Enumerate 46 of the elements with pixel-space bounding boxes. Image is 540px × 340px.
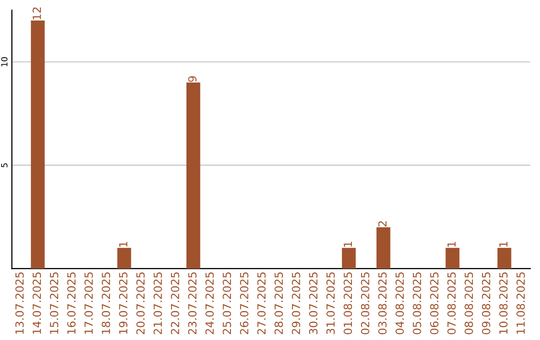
bar bbox=[186, 82, 200, 269]
x-tick-label: 27.07.2025 bbox=[257, 272, 266, 334]
x-tick-label: 31.07.2025 bbox=[326, 272, 335, 334]
x-tick-label: 02.08.2025 bbox=[360, 272, 370, 334]
x-tick-label: 22.07.2025 bbox=[170, 272, 180, 334]
bar bbox=[117, 248, 132, 269]
x-tick-label: 23.07.2025 bbox=[188, 272, 197, 334]
data-label: 2 bbox=[378, 221, 386, 226]
x-tick-label: 17.07.2025 bbox=[84, 272, 93, 334]
data-label: 12 bbox=[32, 8, 41, 20]
x-tick-label: 10.08.2025 bbox=[499, 272, 508, 334]
x-tick-label: 25.07.2025 bbox=[222, 272, 232, 334]
x-tick-label: 30.07.2025 bbox=[309, 272, 318, 334]
x-tick-label: 08.08.2025 bbox=[464, 272, 474, 334]
x-tick-label: 18.07.2025 bbox=[102, 272, 110, 334]
x-tick-label: 01.08.2025 bbox=[344, 272, 352, 334]
x-tick-label: 14.07.2025 bbox=[32, 272, 42, 334]
x-tick-label: 16.07.2025 bbox=[67, 272, 76, 334]
x-tick-label: 20.07.2025 bbox=[136, 272, 145, 334]
x-tick-label: 19.07.2025 bbox=[119, 272, 128, 334]
x-tick-label: 04.08.2025 bbox=[396, 272, 404, 334]
x-tick-label: 05.08.2025 bbox=[412, 272, 422, 334]
x-tick-label: 13.07.2025 bbox=[15, 272, 24, 334]
y-tick-label: 5 bbox=[1, 163, 8, 168]
x-tick-label: 21.07.2025 bbox=[154, 272, 162, 334]
x-tick-label: 29.07.2025 bbox=[292, 272, 300, 334]
x-tick-label: 06.08.2025 bbox=[430, 272, 438, 334]
data-label: 1 bbox=[499, 242, 508, 247]
y-tick-label: 10 bbox=[1, 57, 8, 66]
x-tick-label: 15.07.2025 bbox=[50, 272, 58, 334]
data-label: 1 bbox=[447, 242, 456, 247]
data-label: 1 bbox=[344, 242, 352, 247]
x-tick-label: 26.07.2025 bbox=[240, 272, 248, 334]
data-label: 1 bbox=[119, 242, 128, 247]
bar bbox=[30, 20, 45, 269]
bar bbox=[497, 248, 512, 269]
data-label: 9 bbox=[188, 76, 197, 82]
x-tick-label: 07.08.2025 bbox=[447, 272, 456, 334]
bar bbox=[376, 227, 390, 269]
bar bbox=[342, 248, 356, 269]
x-tick-label: 09.08.2025 bbox=[482, 272, 490, 334]
x-tick-label: 28.07.2025 bbox=[274, 272, 283, 334]
x-tick-label: 03.08.2025 bbox=[378, 272, 387, 334]
x-tick-label: 24.07.2025 bbox=[205, 272, 214, 334]
bar bbox=[446, 248, 460, 269]
x-tick-label: 11.08.2025 bbox=[516, 272, 525, 334]
